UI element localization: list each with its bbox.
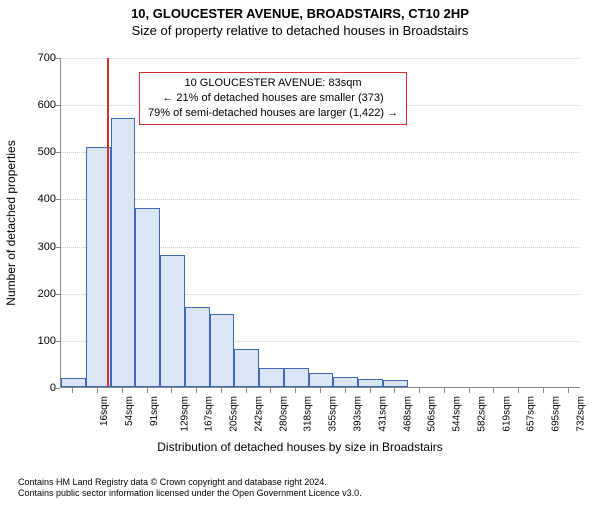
y-tick-label: 200 xyxy=(16,288,56,300)
credits: Contains HM Land Registry data © Crown c… xyxy=(18,477,362,500)
x-tick-label: 732sqm xyxy=(575,396,586,432)
y-tick-mark xyxy=(55,388,60,389)
y-tick-label: 500 xyxy=(16,146,56,158)
x-tick-label: 91sqm xyxy=(149,396,160,426)
x-tick-label: 431sqm xyxy=(377,396,388,432)
x-tick-label: 318sqm xyxy=(303,396,314,432)
y-tick-label: 600 xyxy=(16,99,56,111)
x-tick-label: 544sqm xyxy=(452,396,463,432)
x-tick-mark xyxy=(345,388,346,393)
x-tick-mark xyxy=(196,388,197,393)
gridline xyxy=(61,58,580,59)
histogram-bar xyxy=(61,378,86,387)
info-box: 10 GLOUCESTER AVENUE: 83sqm← 21% of deta… xyxy=(139,72,407,125)
histogram-bar xyxy=(383,380,408,387)
gridline xyxy=(61,152,580,153)
x-tick-mark xyxy=(295,388,296,393)
info-box-line: 10 GLOUCESTER AVENUE: 83sqm xyxy=(148,76,398,91)
x-tick-mark xyxy=(221,388,222,393)
x-tick-mark xyxy=(568,388,569,393)
y-tick-mark xyxy=(55,152,60,153)
x-tick-label: 167sqm xyxy=(204,396,215,432)
chart-container: Number of detached properties 10 GLOUCES… xyxy=(0,48,600,448)
histogram-bar xyxy=(185,307,210,387)
x-tick-mark xyxy=(97,388,98,393)
x-tick-label: 205sqm xyxy=(229,396,240,432)
x-tick-mark xyxy=(72,388,73,393)
info-box-line: ← 21% of detached houses are smaller (37… xyxy=(148,91,398,106)
histogram-bar xyxy=(309,373,334,387)
x-tick-mark xyxy=(320,388,321,393)
x-tick-mark xyxy=(171,388,172,393)
gridline xyxy=(61,199,580,200)
x-tick-mark xyxy=(246,388,247,393)
x-tick-label: 280sqm xyxy=(278,396,289,432)
reference-line xyxy=(107,58,109,387)
x-tick-mark xyxy=(543,388,544,393)
info-box-line: 79% of semi-detached houses are larger (… xyxy=(148,106,398,121)
x-tick-label: 468sqm xyxy=(402,396,413,432)
x-tick-label: 54sqm xyxy=(124,396,135,426)
x-tick-label: 619sqm xyxy=(501,396,512,432)
y-tick-mark xyxy=(55,247,60,248)
x-tick-label: 242sqm xyxy=(254,396,265,432)
x-tick-label: 129sqm xyxy=(179,396,190,432)
y-tick-mark xyxy=(55,341,60,342)
x-tick-label: 695sqm xyxy=(551,396,562,432)
x-tick-label: 393sqm xyxy=(353,396,364,432)
x-tick-label: 16sqm xyxy=(99,396,110,426)
histogram-bar xyxy=(135,208,160,387)
x-tick-mark xyxy=(122,388,123,393)
x-axis-label: Distribution of detached houses by size … xyxy=(0,440,600,454)
page-subtitle: Size of property relative to detached ho… xyxy=(0,23,600,38)
x-tick-label: 506sqm xyxy=(427,396,438,432)
x-tick-mark xyxy=(370,388,371,393)
x-tick-mark xyxy=(469,388,470,393)
credits-line-2: Contains public sector information licen… xyxy=(18,488,362,500)
y-tick-label: 700 xyxy=(16,52,56,64)
x-tick-label: 582sqm xyxy=(476,396,487,432)
x-tick-mark xyxy=(394,388,395,393)
y-tick-mark xyxy=(55,199,60,200)
histogram-bar xyxy=(358,379,383,387)
y-tick-label: 300 xyxy=(16,241,56,253)
histogram-bar xyxy=(160,255,185,387)
page-title: 10, GLOUCESTER AVENUE, BROADSTAIRS, CT10… xyxy=(0,6,600,21)
histogram-bar xyxy=(210,314,235,387)
histogram-bar xyxy=(333,377,358,387)
histogram-bar xyxy=(111,118,136,387)
x-tick-mark xyxy=(270,388,271,393)
y-tick-mark xyxy=(55,105,60,106)
x-tick-label: 657sqm xyxy=(526,396,537,432)
x-tick-mark xyxy=(493,388,494,393)
y-tick-mark xyxy=(55,58,60,59)
x-tick-mark xyxy=(419,388,420,393)
histogram-bar xyxy=(284,368,309,387)
histogram-bar xyxy=(259,368,284,387)
credits-line-1: Contains HM Land Registry data © Crown c… xyxy=(18,477,362,489)
y-tick-label: 100 xyxy=(16,335,56,347)
y-tick-mark xyxy=(55,294,60,295)
x-tick-mark xyxy=(518,388,519,393)
x-tick-mark xyxy=(147,388,148,393)
y-tick-label: 400 xyxy=(16,193,56,205)
x-tick-mark xyxy=(444,388,445,393)
y-tick-label: 0 xyxy=(16,382,56,394)
histogram-bar xyxy=(234,349,259,387)
plot-area: 10 GLOUCESTER AVENUE: 83sqm← 21% of deta… xyxy=(60,58,580,388)
x-tick-label: 355sqm xyxy=(328,396,339,432)
